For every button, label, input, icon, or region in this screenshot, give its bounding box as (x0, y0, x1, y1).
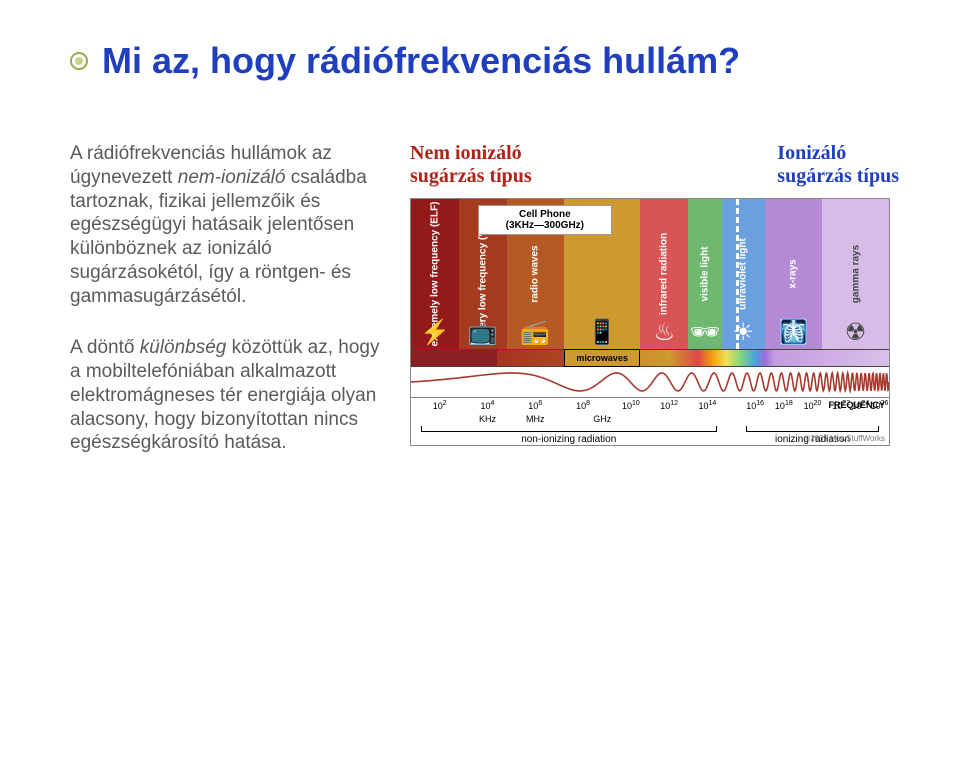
cellphone-callout: Cell Phone (3KHz—300GHz) (478, 205, 612, 235)
band-label-gamma: gamma rays (850, 245, 861, 303)
tick-10e26: 1026 (871, 400, 889, 412)
unit-ghz: GHz (593, 414, 611, 424)
non-ionizing-line2: sugárzás típus (410, 165, 532, 188)
ionizing-line2: sugárzás típus (777, 165, 899, 188)
visible-icon: 🕶 (690, 321, 720, 345)
em-spectrum-chart: gamma rays☢x-rays🩻ultraviolet light☀visi… (410, 198, 890, 446)
tick-10e12: 1012 (660, 400, 678, 412)
tick-10e8: 108 (576, 400, 590, 412)
band-label-infrared: infrared radiation (659, 233, 670, 315)
band-xray: x-rays 🩻 (765, 199, 822, 349)
cellphone-line2: (3KHz—300GHz) (483, 220, 607, 231)
slide: Mi az, hogy rádiófrekvenciás hullám? A r… (0, 0, 959, 775)
spectrum-color-strip-wrap: microwaves (411, 349, 889, 367)
microwaves-pill: microwaves (564, 349, 640, 367)
unit-khz: KHz (479, 414, 496, 424)
bullet-icon (70, 52, 88, 70)
band-infrared: infrared radiation ♨ (640, 199, 688, 349)
paragraph-1: A rádiófrekvenciás hullámok az úgyneveze… (70, 142, 380, 308)
xray-icon: 🩻 (778, 321, 808, 345)
non-ionizing-line1: Nem ionizáló (410, 142, 532, 165)
gamma-icon: ☢ (845, 321, 867, 345)
watermark: ©2001 HowStuffWorks (804, 434, 885, 443)
title-row: Mi az, hogy rádiófrekvenciás hullám? (70, 40, 899, 82)
unit-mhz: MHz (526, 414, 545, 424)
tick-10e2: 102 (433, 400, 447, 412)
tick-10e22: 1022 (832, 400, 850, 412)
band-elf: extremely low frequency (ELF)⚡ (411, 199, 459, 349)
band-label-radio: radio waves (530, 245, 541, 302)
p2-a: A döntő (70, 337, 140, 358)
p1-em: nem-ionizáló (178, 167, 286, 188)
bracket-non-ionizing-radiation: non-ionizing radiation (421, 426, 717, 445)
tick-10e16: 1016 (746, 400, 764, 412)
paragraph-2: A döntő különbség közöttük az, hogy a mo… (70, 336, 380, 455)
tick-10e24: 1024 (851, 400, 869, 412)
tick-10e4: 104 (481, 400, 495, 412)
text-column: A rádiófrekvenciás hullámok az úgyneveze… (70, 142, 380, 483)
frequency-axis: FREQUENCY KHzMHzGHz non-ionizing radiati… (411, 397, 889, 445)
tick-10e10: 1010 (622, 400, 640, 412)
band-uv: ultraviolet light☀ (722, 199, 765, 349)
band-label-uv: ultraviolet light (738, 238, 749, 310)
microwaves-icon: 📱 (587, 321, 617, 345)
tick-10e20: 1020 (804, 400, 822, 412)
infrared-icon: ♨ (654, 321, 676, 345)
diagram-column: Nem ionizáló sugárzás típus Ionizáló sug… (410, 142, 899, 446)
bracket-label: non-ionizing radiation (421, 434, 717, 445)
cellphone-line1: Cell Phone (483, 209, 607, 220)
tick-10e14: 1014 (698, 400, 716, 412)
spectrum-bands: gamma rays☢x-rays🩻ultraviolet light☀visi… (411, 199, 889, 349)
band-gamma: gamma rays ☢ (822, 199, 889, 349)
ionizing-line1: Ionizáló (777, 142, 899, 165)
page-title: Mi az, hogy rádiófrekvenciás hullám? (102, 40, 740, 82)
vlf-icon: 📺 (468, 321, 498, 345)
frequency-wave (411, 367, 889, 397)
radiation-type-labels: Nem ionizáló sugárzás típus Ionizáló sug… (410, 142, 899, 188)
microwaves-pill-label: microwaves (576, 353, 628, 363)
tick-10e18: 1018 (775, 400, 793, 412)
non-ionizing-label: Nem ionizáló sugárzás típus (410, 142, 532, 188)
band-label-xray: x-rays (788, 259, 799, 288)
ionizing-label: Ionizáló sugárzás típus (777, 142, 899, 188)
tick-10e6: 106 (528, 400, 542, 412)
content-row: A rádiófrekvenciás hullámok az úgyneveze… (70, 142, 899, 483)
ionizing-divider (736, 199, 739, 349)
p2-em: különbség (140, 337, 227, 358)
radio-icon: 📻 (520, 321, 550, 345)
elf-icon: ⚡ (420, 321, 450, 345)
spectrum-color-strip (411, 349, 889, 367)
band-visible: visible light 🕶 (688, 199, 721, 349)
band-label-visible: visible light (699, 246, 710, 301)
wave-icon (411, 367, 889, 397)
